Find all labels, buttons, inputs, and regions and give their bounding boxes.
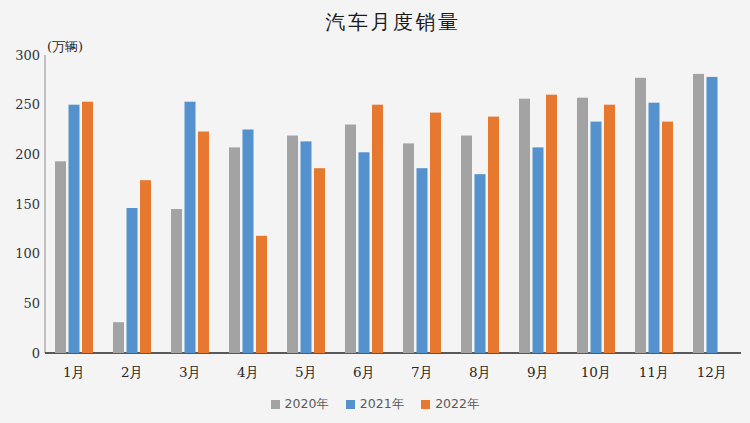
y-axis-tick-label: 250	[15, 97, 40, 112]
bar-2022年-1月	[82, 102, 93, 353]
x-axis-month-label: 5月	[295, 364, 317, 380]
x-axis-month-label: 9月	[527, 364, 549, 380]
y-axis-tick-label: 300	[15, 48, 40, 63]
bar-2020年-6月	[345, 125, 356, 354]
x-axis-month-label: 3月	[179, 364, 201, 380]
legend-item-2022[interactable]: 2022年	[421, 396, 479, 413]
bar-2022年-5月	[314, 168, 325, 353]
bar-2021年-12月	[707, 77, 718, 353]
bar-2022年-11月	[662, 122, 673, 353]
bar-2020年-7月	[403, 143, 414, 353]
x-axis-month-label: 2月	[121, 364, 143, 380]
y-axis-tick-label: 100	[15, 246, 40, 261]
bar-2020年-12月	[693, 74, 704, 353]
bar-2021年-7月	[417, 168, 428, 353]
bar-2020年-5月	[287, 136, 298, 354]
bar-2021年-10月	[591, 122, 602, 353]
bar-2020年-8月	[461, 136, 472, 354]
y-axis-tick-label: 0	[32, 346, 40, 361]
bar-2021年-5月	[301, 141, 312, 353]
bar-2022年-6月	[372, 105, 383, 353]
bar-2021年-8月	[475, 174, 486, 353]
bar-2020年-1月	[55, 161, 66, 353]
x-axis-month-label: 11月	[639, 364, 670, 380]
y-axis-tick-label: 200	[15, 147, 40, 162]
bar-2022年-10月	[604, 105, 615, 353]
bar-2021年-11月	[649, 103, 660, 353]
x-axis-month-label: 6月	[353, 364, 375, 380]
bar-2022年-3月	[198, 132, 209, 354]
bar-2021年-9月	[533, 147, 544, 353]
bar-2020年-3月	[171, 209, 182, 353]
legend-label-2022: 2022年	[435, 396, 479, 413]
bar-2021年-3月	[185, 102, 196, 353]
legend: 2020年 2021年 2022年	[0, 396, 750, 413]
bar-2020年-4月	[229, 147, 240, 353]
x-axis-month-label: 12月	[697, 364, 728, 380]
bar-2020年-9月	[519, 99, 530, 353]
chart-canvas: 汽车月度销量 (万辆) 0501001502002503001月2月3月4月5月…	[0, 0, 750, 423]
bar-2021年-6月	[359, 152, 370, 353]
y-axis-tick-label: 150	[15, 197, 40, 212]
legend-item-2020[interactable]: 2020年	[271, 396, 329, 413]
bar-chart-plot: 0 50 100 150 200 250 300 1月 2月 3月 4月 5月 6月 7月 8月 9月 10月 1…	[0, 0, 750, 423]
x-axis-month-label: 1月	[63, 364, 85, 380]
bar-2021年-4月	[243, 130, 254, 354]
bar-2022年-2月	[140, 180, 151, 353]
bar-2022年-7月	[430, 113, 441, 353]
legend-label-2020: 2020年	[285, 396, 329, 413]
x-axis-month-label: 10月	[581, 364, 612, 380]
bar-2020年-11月	[635, 78, 646, 353]
bar-2020年-2月	[113, 322, 124, 353]
bar-2022年-4月	[256, 236, 267, 353]
legend-item-2021[interactable]: 2021年	[346, 396, 404, 413]
legend-swatch-2022	[421, 400, 430, 409]
bar-2022年-8月	[488, 117, 499, 353]
legend-swatch-2021	[346, 400, 355, 409]
x-axis-month-label: 7月	[411, 364, 433, 380]
y-axis-tick-label: 50	[23, 296, 40, 311]
bar-2022年-9月	[546, 95, 557, 353]
bar-2020年-10月	[577, 98, 588, 353]
legend-swatch-2020	[271, 400, 280, 409]
x-axis-month-label: 8月	[469, 364, 491, 380]
legend-label-2021: 2021年	[360, 396, 404, 413]
bar-2021年-1月	[69, 105, 80, 353]
bar-2021年-2月	[127, 208, 138, 353]
x-axis-month-label: 4月	[237, 364, 259, 380]
